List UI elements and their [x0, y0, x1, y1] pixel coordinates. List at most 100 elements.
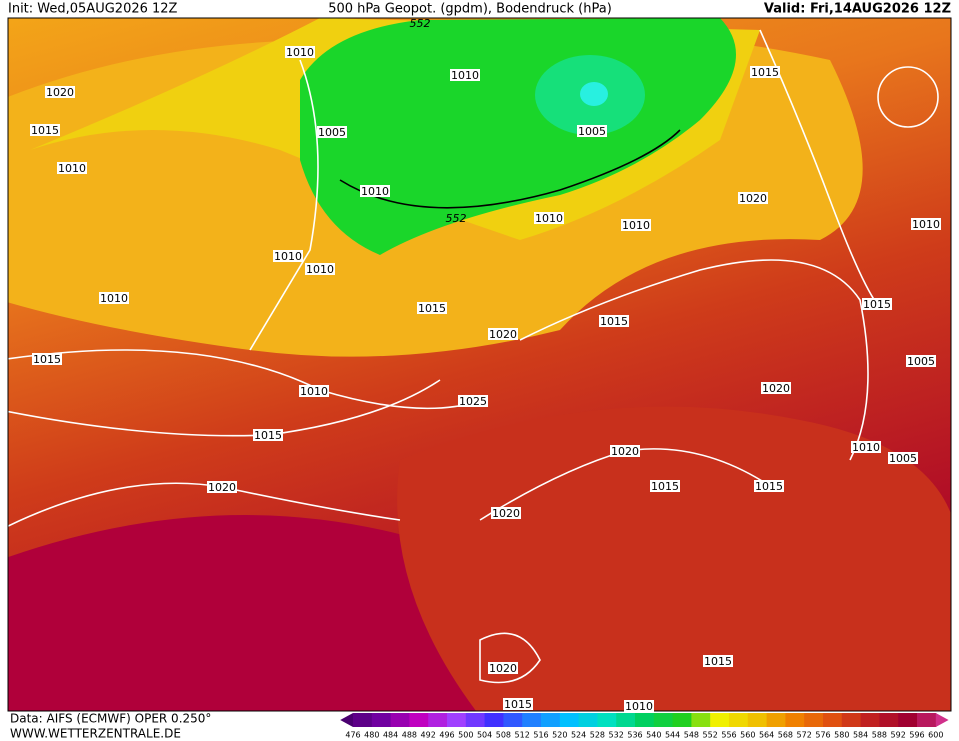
colorbar-cell — [917, 713, 937, 727]
colorbar-label: 532 — [609, 731, 624, 740]
init-time: Init: Wed,05AUG2026 12Z — [8, 2, 178, 17]
colorbar-label: 504 — [477, 731, 492, 740]
colorbar-label: 484 — [383, 731, 398, 740]
isobar-label-box — [45, 86, 75, 98]
isobar-label-box — [285, 46, 315, 58]
map-frame — [7, 17, 952, 712]
colorbar-label: 548 — [684, 731, 699, 740]
isobar-label-box — [911, 218, 941, 230]
colorbar-label: 584 — [853, 731, 868, 740]
isobar-label: 1015 — [254, 429, 282, 442]
colorbar-cell — [484, 713, 504, 727]
isobar-label: 1015 — [600, 315, 628, 328]
isobar-label-box — [488, 328, 518, 340]
colorbar-label: 508 — [496, 731, 511, 740]
colorbar-cell — [898, 713, 918, 727]
colorbar-label: 516 — [533, 731, 548, 740]
colorbar-label: 512 — [515, 731, 530, 740]
colorbar-label: 536 — [627, 731, 642, 740]
isobar — [759, 29, 878, 305]
isobar-label-box — [610, 445, 640, 457]
colorbar-arrow — [340, 713, 353, 727]
colorbar-cell — [804, 713, 824, 727]
isobar — [249, 59, 319, 351]
isobar-label: 1015 — [651, 480, 679, 493]
colorbar-cell — [747, 713, 768, 727]
isobar-label: 1010 — [451, 69, 479, 82]
colorbar-cell — [710, 713, 730, 727]
isobar-label: 1015 — [863, 298, 891, 311]
website: WWW.WETTERZENTRALE.DE — [10, 727, 181, 741]
isobar — [519, 259, 869, 461]
colorbar-cell — [597, 713, 617, 727]
colorbar-cell — [578, 713, 598, 727]
colorbar-cell — [465, 713, 486, 727]
isobar-label-box — [30, 124, 60, 136]
isobar-label-box — [207, 481, 237, 493]
isobar-label: 1020 — [46, 86, 74, 99]
colorbar-label: 496 — [439, 731, 454, 740]
colorbar-label: 520 — [552, 731, 567, 740]
isobar-label: 1010 — [912, 218, 940, 231]
isobar-label-box — [99, 292, 129, 304]
isobar-label: 1005 — [578, 125, 606, 138]
field-low-center — [580, 82, 608, 106]
colorbar-cell — [522, 713, 542, 727]
isobar-label: 1020 — [489, 662, 517, 675]
isobar-label-box — [862, 298, 892, 310]
isobar-label: 1010 — [622, 219, 650, 232]
colorbar-cell — [672, 713, 692, 727]
isobar-label-box — [253, 429, 283, 441]
isobar-label-box — [32, 353, 62, 365]
isobar-label: 1015 — [704, 655, 732, 668]
colorbar-label: 476 — [345, 731, 360, 740]
colorbar-label: 524 — [571, 731, 586, 740]
colorbar-cell — [766, 713, 786, 727]
isobar-label: 1010 — [625, 700, 653, 713]
map-title: 500 hPa Geopot. (gpdm), Bodendruck (hPa) — [328, 2, 612, 17]
colorbar-cell — [635, 713, 655, 727]
isobar-label: 1010 — [58, 162, 86, 175]
field-red — [397, 406, 951, 711]
isobar-label: 1015 — [755, 480, 783, 493]
colorbar-cell — [860, 713, 880, 727]
isobar-label-box — [503, 698, 533, 710]
colorbar-label: 588 — [872, 731, 887, 740]
field-crimson — [8, 515, 534, 711]
colorbar-label: 480 — [364, 731, 379, 740]
colorbar-label: 492 — [421, 731, 436, 740]
isobar-label: 1020 — [208, 481, 236, 494]
isobar-label-box — [57, 162, 87, 174]
colorbar-label: 560 — [740, 731, 755, 740]
isobar-label-box — [754, 480, 784, 492]
valid-time: Valid: Fri,14AUG2026 12Z — [764, 2, 951, 17]
isobar-label-box — [621, 219, 651, 231]
colorbar-label: 564 — [759, 731, 774, 740]
isobar-label-box — [273, 250, 303, 262]
colorbar-label: 576 — [815, 731, 830, 740]
colorbar-label: 544 — [665, 731, 680, 740]
isobar-label-box — [703, 655, 733, 667]
isobar-label: 1010 — [100, 292, 128, 305]
isobar-label: 1015 — [504, 698, 532, 711]
isobar-label-box — [299, 385, 329, 397]
geopotential-line — [339, 129, 681, 209]
isobar-label-box — [417, 302, 447, 314]
isobar-label-box — [317, 126, 347, 138]
colorbar-label: 600 — [928, 731, 943, 740]
isobar-label: 1010 — [852, 441, 880, 454]
colorbar-label: 596 — [909, 731, 924, 740]
isobar-label-box — [761, 382, 791, 394]
colorbar-cell — [823, 713, 843, 727]
colorbar-cell — [503, 713, 523, 727]
colorbar-label: 592 — [891, 731, 906, 740]
isobar-label: 1025 — [459, 395, 487, 408]
colorbar-arrow — [935, 713, 949, 727]
colorbar-cell — [653, 713, 674, 727]
colorbar-label: 556 — [721, 731, 736, 740]
colorbar-cell — [428, 713, 448, 727]
colorbar-cell — [841, 713, 862, 727]
isobar-label-box — [534, 212, 564, 224]
